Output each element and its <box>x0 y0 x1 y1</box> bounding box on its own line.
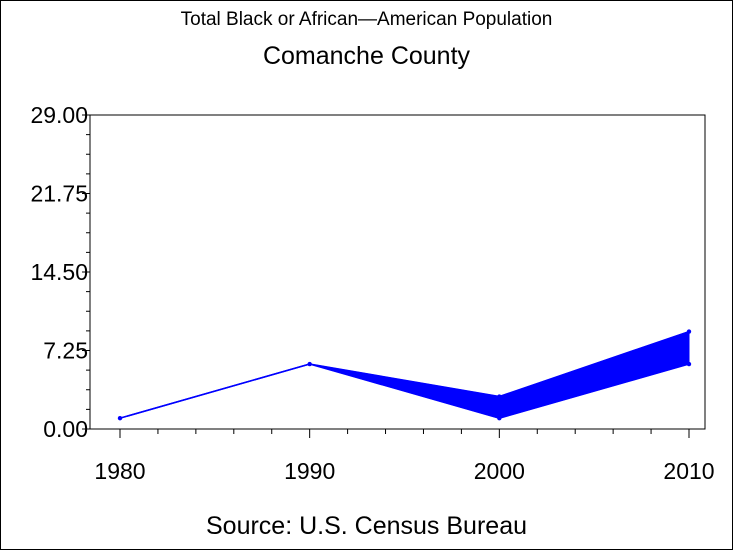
data-point-lower <box>497 415 502 421</box>
data-point-upper <box>307 361 312 367</box>
series-line-lower <box>119 363 690 419</box>
chart-title: Total Black or African—American Populati… <box>180 9 553 30</box>
data-point-lower <box>686 361 692 367</box>
chart-subtitle: Comanche County <box>262 42 471 70</box>
data-point-upper <box>686 329 692 334</box>
x-tick-label: 2000 <box>474 458 525 484</box>
y-tick-label: 29.00 <box>30 102 88 128</box>
y-tick-label: 7.25 <box>43 338 88 364</box>
y-tick-label: 21.75 <box>30 181 88 207</box>
x-tick-label: 1990 <box>284 458 335 484</box>
population-band <box>119 330 690 419</box>
y-tick-label: 14.50 <box>30 259 88 285</box>
y-tick-label: 0.00 <box>43 416 88 442</box>
x-tick-label: 2010 <box>663 458 714 484</box>
data-point-upper <box>497 394 502 399</box>
series-layer <box>117 329 692 421</box>
chart-source-note: Source: U.S. Census Bureau <box>206 512 527 540</box>
x-tick-label: 1980 <box>94 458 145 484</box>
x-axis: 1980 1990 2000 2010 <box>94 429 715 484</box>
y-axis: 0.00 7.25 14.50 21.75 29.00 <box>30 102 90 442</box>
data-point-upper <box>117 415 123 421</box>
